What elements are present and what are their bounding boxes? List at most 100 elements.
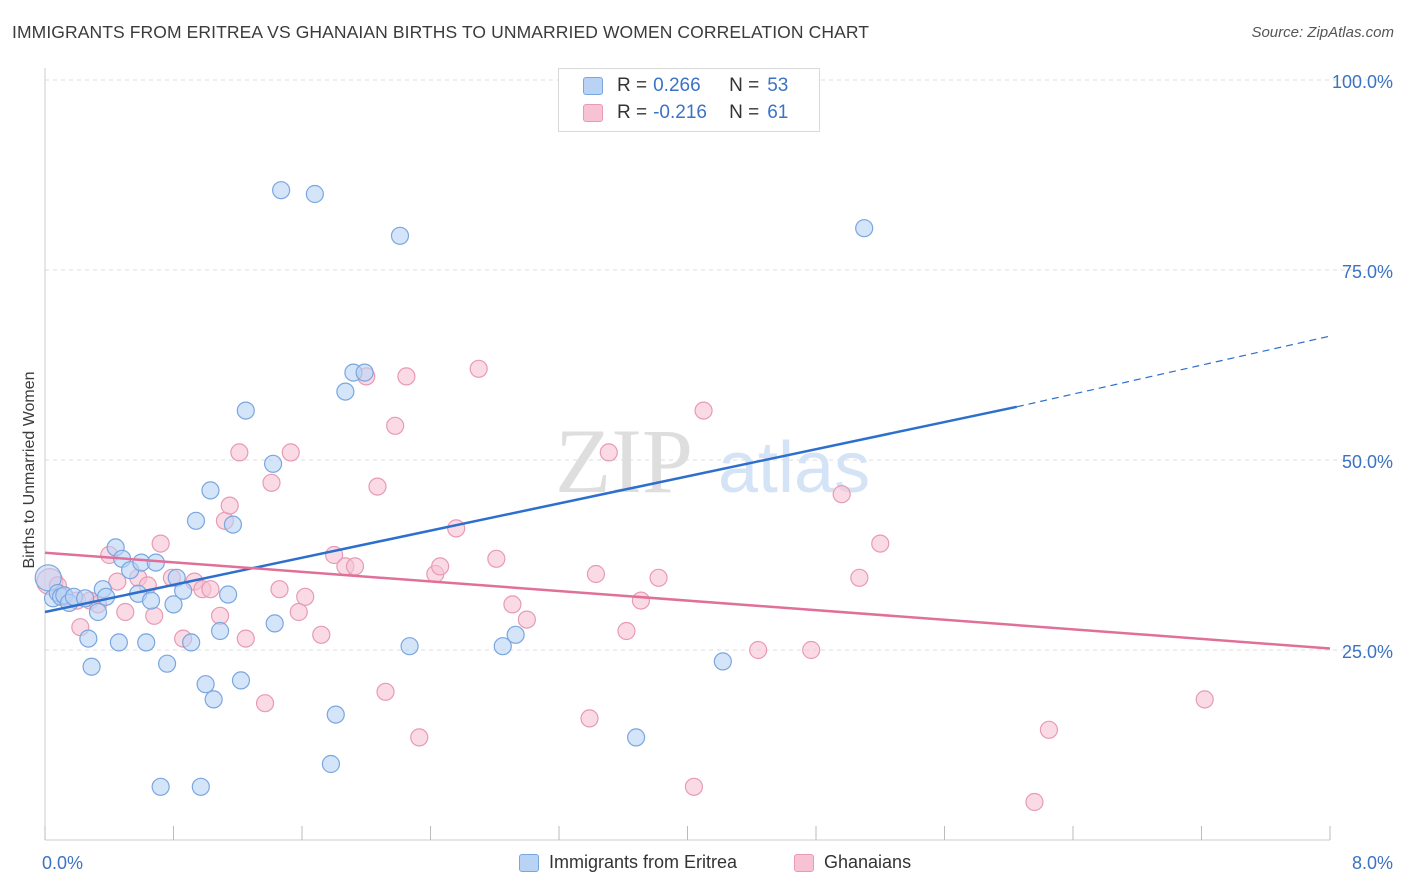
data-point-ghanaians xyxy=(281,443,300,462)
data-point-ghanaians xyxy=(230,443,249,462)
data-point-ghanaians xyxy=(832,485,851,504)
data-point-ghanaians xyxy=(397,367,416,386)
data-point-ghanaians xyxy=(871,534,890,553)
data-point-ghanaians xyxy=(1025,792,1044,812)
series-legend: Immigrants from Eritrea Ghanaians xyxy=(0,852,1406,876)
data-point-ghanaians xyxy=(487,549,506,568)
data-point-ghanaians xyxy=(749,640,768,660)
data-point-ghanaians xyxy=(469,359,488,378)
data-point-ghanaians xyxy=(447,519,466,538)
data-point-ghanaians xyxy=(376,682,395,701)
legend-item-ghanaians: Ghanaians xyxy=(794,852,911,873)
data-point-ghanaians xyxy=(368,477,387,496)
y-axis-label: Births to Unmarried Women xyxy=(21,371,38,569)
y-tick-label: 75.0% xyxy=(1342,262,1393,282)
r-label: R = xyxy=(617,75,648,96)
data-point-eritrea xyxy=(236,401,255,420)
legend-item-eritrea: Immigrants from Eritrea xyxy=(519,852,737,873)
n-label: N = xyxy=(729,102,760,123)
data-point-ghanaians xyxy=(289,602,308,622)
n-value: 61 xyxy=(767,102,789,123)
data-point-eritrea xyxy=(164,595,183,614)
data-point-ghanaians xyxy=(517,610,536,629)
data-point-ghanaians xyxy=(236,629,255,648)
trend-lines xyxy=(44,335,1331,650)
data-point-ghanaians xyxy=(586,564,606,584)
data-point-ghanaians xyxy=(431,557,450,576)
trend-line-eritrea xyxy=(44,405,1018,614)
data-point-eritrea xyxy=(231,671,251,690)
data-point-eritrea xyxy=(390,226,410,245)
data-point-eritrea xyxy=(855,219,874,238)
axes xyxy=(44,68,1331,841)
data-point-ghanaians xyxy=(617,621,636,641)
data-point-eritrea xyxy=(263,454,283,473)
data-point-eritrea xyxy=(493,637,512,656)
data-point-eritrea xyxy=(219,585,238,604)
data-point-eritrea xyxy=(305,184,324,204)
n-label: N = xyxy=(729,75,760,96)
data-point-ghanaians xyxy=(802,640,821,660)
y-tick-label: 50.0% xyxy=(1342,452,1393,472)
data-point-ghanaians xyxy=(694,401,713,420)
legend-swatch-ghanaians xyxy=(583,104,603,122)
data-point-eritrea xyxy=(141,591,161,610)
legend-label-eritrea: Immigrants from Eritrea xyxy=(549,852,738,872)
data-point-ghanaians xyxy=(386,416,405,435)
stats-legend: R = 0.266 N = 53 R = -0.216 N = 61 xyxy=(558,68,820,132)
data-point-eritrea xyxy=(186,511,206,530)
chart-source: Source: ZipAtlas.com xyxy=(1251,24,1394,41)
data-point-ghanaians xyxy=(631,591,651,610)
data-point-ghanaians xyxy=(108,572,127,591)
data-point-eritrea xyxy=(191,777,210,796)
x-tick-label-max: 8.0% xyxy=(1352,853,1393,873)
data-point-ghanaians xyxy=(255,694,275,713)
data-point-ghanaians xyxy=(201,580,220,599)
n-value: 53 xyxy=(767,75,789,96)
data-point-eritrea xyxy=(151,777,170,796)
data-point-ghanaians xyxy=(345,557,365,576)
data-point-ghanaians xyxy=(649,568,668,587)
data-point-ghanaians xyxy=(220,496,239,515)
data-point-eritrea xyxy=(88,602,108,622)
data-point-ghanaians xyxy=(580,709,599,728)
watermark: ZIP atlas xyxy=(555,410,870,512)
data-point-ghanaians xyxy=(262,473,281,492)
legend-swatch-eritrea xyxy=(519,853,539,872)
data-point-eritrea xyxy=(355,363,374,382)
trend-line-ghanaians xyxy=(44,551,1331,650)
data-point-eritrea xyxy=(201,481,220,500)
data-point-ghanaians xyxy=(116,602,135,622)
legend-swatch-ghanaians xyxy=(794,853,814,872)
watermark-zip: ZIP xyxy=(555,410,693,512)
data-point-eritrea xyxy=(321,754,341,774)
data-point-eritrea xyxy=(157,654,177,673)
data-point-ghanaians xyxy=(410,728,429,747)
data-point-eritrea xyxy=(326,705,345,724)
x-tick-label-min: 0.0% xyxy=(42,853,83,873)
data-point-ghanaians xyxy=(503,595,522,614)
data-point-ghanaians xyxy=(270,580,289,599)
data-point-eritrea xyxy=(626,728,646,747)
data-point-ghanaians xyxy=(296,587,315,606)
data-point-eritrea xyxy=(109,633,128,652)
data-point-eritrea xyxy=(265,614,284,633)
data-point-ghanaians xyxy=(599,443,618,462)
trend-line-eritrea-extension xyxy=(1016,335,1331,408)
y-tick-label: 100.0% xyxy=(1332,72,1393,92)
data-point-ghanaians xyxy=(312,625,331,644)
data-point-eritrea xyxy=(400,637,419,656)
data-point-ghanaians xyxy=(850,568,869,587)
series-eritrea xyxy=(34,181,874,796)
data-point-eritrea xyxy=(272,181,291,200)
data-point-ghanaians xyxy=(684,777,704,796)
data-point-eritrea xyxy=(204,690,223,709)
data-point-eritrea xyxy=(137,633,156,652)
r-value: 0.266 xyxy=(653,75,701,96)
legend-swatch-eritrea xyxy=(583,77,603,95)
data-point-eritrea xyxy=(82,657,101,676)
data-point-eritrea xyxy=(196,675,215,694)
gridlines xyxy=(45,79,1392,651)
data-point-eritrea xyxy=(506,625,525,644)
data-point-eritrea xyxy=(182,633,201,652)
